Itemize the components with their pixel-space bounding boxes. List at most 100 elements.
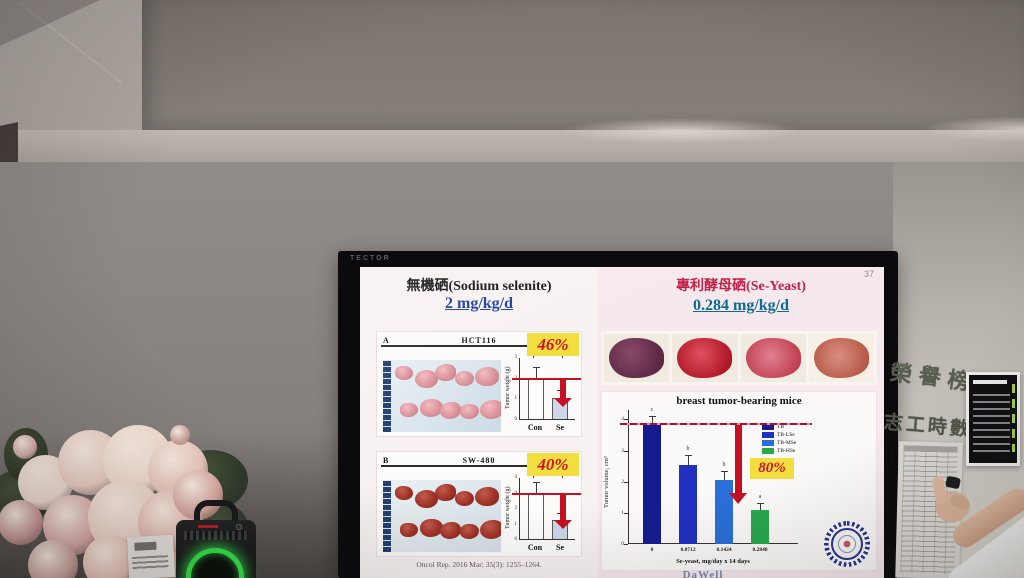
legend-label: TB-HSe [777,448,796,454]
x-tick-label: Se [556,423,564,432]
flower-head [28,540,78,578]
y-tick-mark [624,544,628,545]
figure-panel-a: A HCT116 46% Tumor weight (g) **0123ConS… [376,331,582,437]
tumor-specimen [400,403,418,418]
poster-content [969,375,1017,463]
cove-light-glow [560,118,800,144]
speaker-knob [236,524,242,530]
tumor-specimen [415,490,438,509]
presentation-slide: 無機硒(Sodium selenite) 2 mg/kg/d A HCT116 … [360,267,884,578]
x-tick-label: 0.2848 [752,547,768,553]
y-tick-mark [624,419,628,421]
tumor-specimen [745,337,801,379]
y-axis-label: Tumor volume, cm³ [603,456,610,508]
y-tick-label: 3 [514,355,518,360]
reference-line [512,377,581,380]
bar-TB-HSe [751,509,769,544]
flower-head [13,435,37,459]
error-bar [649,416,656,424]
error-bar [721,470,728,481]
tumor-specimen [813,337,869,379]
right-panel-dose: 0.284 mg/kg/d [692,297,789,314]
bar-significance-letter: b [722,461,726,468]
tumor-specimen [460,524,479,540]
panel-b-reduction-badge: 40% [527,453,579,476]
tumor-specimen [415,370,438,389]
bar-plot-area: ** [512,345,581,420]
reduction-arrow [554,493,573,530]
tumor-specimen [420,399,443,418]
error-bar [685,455,692,465]
x-tick-label: Se [556,543,564,552]
x-tick-label: 0.0712 [680,547,696,553]
speaker-handle [194,500,238,530]
tumor-specimen [420,519,443,538]
error-bar [532,367,540,378]
panel-a-bar-chart: Tumor weight (g) **0123ConSe [505,345,581,436]
tv-display: TECTOR 無機硒(Sodium selenite) 2 mg/kg/d A … [338,251,898,578]
error-bar [532,481,540,493]
y-axis-label: Tumor weight (g) [505,366,511,410]
framed-poster [966,372,1020,466]
ruler-strip [383,480,391,552]
bar-con [527,377,545,419]
tumor-specimen [440,402,461,419]
x-tick-label: Con [527,423,543,432]
breast-tumor-chart: breast tumor-bearing mice Tumor volume, … [601,391,877,571]
figure-panel-b: B SW-480 40% Tumor weight (g) **01234Con… [376,451,582,557]
seal-core [838,535,856,553]
tumor-specimen [435,364,456,381]
legend-item: TB-HSe [762,448,796,454]
tumor-specimen [475,487,499,507]
bar-TB-MSe [715,480,733,544]
legend-item: TB-MSe [762,440,796,446]
tumor-specimen [455,371,474,387]
left-panel-dose: 2 mg/kg/d [444,295,513,312]
legend-item: TB-LSe [762,432,796,438]
y-tick-label: 0 [621,541,624,547]
y-tick-mark [624,450,628,452]
bar-TB-LSe [679,464,697,544]
speaker-grill [184,531,248,540]
reduction-badge: 80% [750,458,794,479]
tumor-specimen [400,523,418,538]
flower-head [170,425,190,445]
tumor-specimen [609,337,665,379]
tumor-specimen [480,400,501,420]
slide-left-panel: 無機硒(Sodium selenite) 2 mg/kg/d A HCT116 … [360,267,598,578]
y-tick-label: 1 [621,509,624,516]
tumor-specimen [677,337,733,379]
reference-line [620,423,812,425]
panel-a-label: A [383,336,389,345]
reduction-arrow [554,378,573,408]
legend-swatch [762,432,774,438]
tumor-photo-4 [808,334,874,382]
tv-brand-logo: TECTOR [350,255,391,262]
tumor-specimen [475,367,499,387]
slide-right-panel: 37 專利酵母硒(Se-Yeast) 0.284 mg/kg/d breast … [598,267,884,578]
panel-a-cell-line: HCT116 [461,336,497,345]
y-tick-label: 2 [621,478,624,485]
x-tick-label: 0.1424 [716,547,732,553]
bar-plot-area: ** [512,465,581,540]
breast-tumor-photo-row [601,331,877,385]
bar-TB [643,424,661,544]
y-tick-label: 1 [514,396,518,402]
y-tick-label: 2 [514,506,518,511]
error-bar [757,503,764,510]
y-tick-label: 3 [621,447,624,454]
bar-significance-letter: b [686,446,690,453]
small-paper-sign [126,534,176,578]
panel-b-bar-chart: Tumor weight (g) **01234ConSe [505,465,581,556]
y-tick-mark [624,512,628,514]
y-tick-label: 1 [514,521,518,527]
legend-item: TB [762,424,796,430]
y-tick-label: 4 [621,416,624,423]
x-tick-label: 0 [650,547,654,553]
tumor-specimen [440,522,461,539]
panel-b-header: B SW-480 [381,454,577,467]
legend-swatch [762,448,774,454]
tumor-specimen [480,520,501,540]
y-tick-mark [624,481,628,483]
tumor-photo-2 [672,334,738,382]
